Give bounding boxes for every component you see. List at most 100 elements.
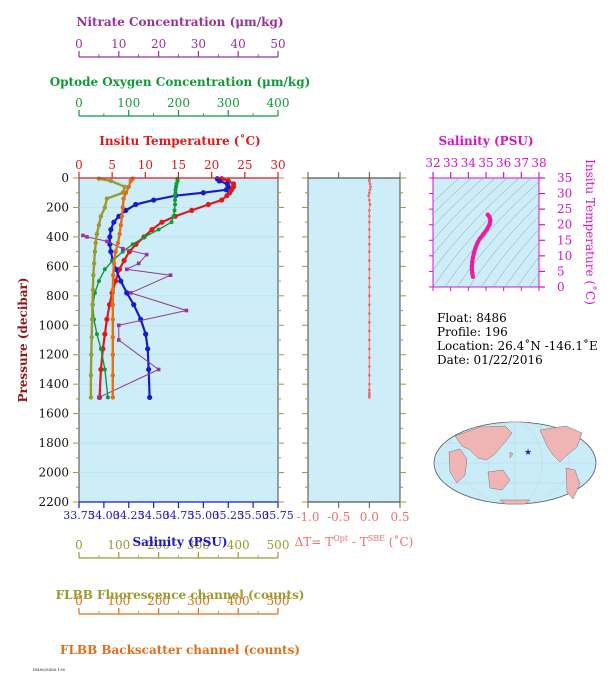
data-point (107, 234, 113, 240)
float-info: Float: 8486 Profile: 196 Location: 26.4˚… (437, 311, 598, 367)
data-point (216, 178, 222, 184)
ts-data-point (481, 231, 486, 237)
data-point (121, 196, 126, 201)
density-contour (541, 168, 616, 287)
ts-temperature-tick-label: 20 (557, 218, 572, 232)
data-point (118, 222, 123, 228)
density-contour (433, 178, 508, 255)
oxygen-axis-title: Optode Oxygen Concentration (μm/kg) (50, 75, 311, 89)
temperature-tick-label: 10 (138, 158, 153, 172)
temperature-axis: 0 5 10 15 20 25 30 (75, 158, 286, 179)
data-point (369, 185, 372, 189)
density-contour (456, 192, 539, 287)
ts-data-point (470, 274, 476, 279)
float-location: Location: 26.4˚N -146.1˚E (437, 338, 598, 353)
data-point (115, 240, 121, 245)
salinity-tick-label: 34.50 (138, 509, 170, 522)
pressure-tick-label: 1400 (38, 377, 69, 391)
map-land (448, 425, 583, 505)
ts-salinity-tick-label: 38 (531, 156, 546, 170)
data-point (118, 278, 124, 284)
data-point (110, 373, 116, 378)
data-point (110, 352, 116, 357)
pressure-tick-label: 400 (46, 230, 69, 244)
data-point (89, 352, 94, 357)
ts-temperature-tick-label: 35 (557, 171, 572, 185)
backscatter-tick-label: 500 (267, 594, 290, 608)
nitrate-axis: 0 10 20 30 40 50 (75, 37, 286, 58)
density-contour (504, 242, 539, 287)
ts-temperature-tick-label: 25 (557, 202, 572, 216)
data-point (124, 267, 129, 272)
series-line (89, 177, 126, 398)
delta-t-tick-label: 0.5 (390, 510, 409, 524)
data-point (130, 242, 135, 247)
temperature-tick-label: 5 (108, 158, 116, 172)
data-point (367, 209, 371, 212)
ts-salinity-tick-label: 35 (478, 156, 493, 170)
backscatter-axis: 0 100 200 300 400 500 (75, 594, 290, 615)
data-point (113, 249, 118, 254)
ts-data-point (474, 241, 480, 246)
data-point (189, 207, 195, 213)
data-point (149, 226, 155, 233)
nitrate-tick-label: 10 (111, 37, 126, 51)
oxygen-tick-label: 300 (217, 96, 240, 110)
data-point (367, 250, 371, 254)
profile-number: Profile: 196 (437, 325, 508, 339)
data-point (122, 184, 127, 190)
data-point (90, 287, 96, 293)
data-point (367, 179, 371, 183)
data-point (98, 366, 104, 373)
data-point (104, 316, 110, 322)
data-point (120, 246, 125, 251)
data-point (102, 331, 108, 337)
salinity-tick-label: 34.25 (113, 509, 145, 522)
density-contour (433, 178, 484, 228)
data-point (120, 190, 125, 195)
data-point (120, 205, 125, 210)
data-point (116, 213, 122, 219)
fluorescence-axis: 0 100 200 300 400 500 (75, 538, 289, 559)
data-point (110, 317, 116, 322)
data-point (116, 266, 123, 272)
salinity-tick-label: 35.50 (237, 509, 269, 522)
density-contour (433, 178, 532, 287)
backscatter-tick-label: 400 (227, 594, 250, 608)
salinity-axis: 33.7534.0034.2534.5034.7535.0035.2535.50… (63, 501, 294, 522)
data-point (108, 249, 114, 255)
data-point (102, 367, 107, 372)
delta-t-title-sup1: Opt (333, 534, 349, 543)
data-point (169, 220, 174, 225)
pressure-axis-title: Pressure (decibar) (16, 277, 30, 402)
temperature-tick-label: 25 (237, 158, 252, 172)
float-id: Float: 8486 (437, 311, 507, 325)
data-point (174, 181, 179, 186)
density-contour (528, 272, 539, 287)
ts-data-point (477, 236, 483, 241)
data-point (367, 388, 371, 392)
data-point (128, 291, 133, 295)
ts-data-point (473, 245, 478, 251)
data-point (173, 198, 178, 203)
data-point (367, 276, 371, 280)
salinity-tick-label: 35.25 (213, 509, 245, 522)
data-point (98, 346, 103, 351)
data-point (223, 187, 229, 193)
data-point (367, 191, 371, 195)
data-point (367, 312, 371, 315)
pressure-tick-label: 2200 (38, 495, 69, 509)
ts-data-point (471, 250, 477, 255)
temperature-tick-label: 20 (204, 158, 219, 172)
salinity-tick-label: 34.75 (163, 509, 195, 522)
data-point (94, 332, 99, 337)
ts-data-point (470, 255, 476, 260)
data-point (98, 214, 104, 219)
data-point (88, 373, 94, 378)
nitrate-tick-label: 50 (270, 37, 285, 51)
data-point (117, 338, 121, 342)
delta-t-axis: -1.0 -0.5 0.0 0.5 (296, 172, 410, 524)
